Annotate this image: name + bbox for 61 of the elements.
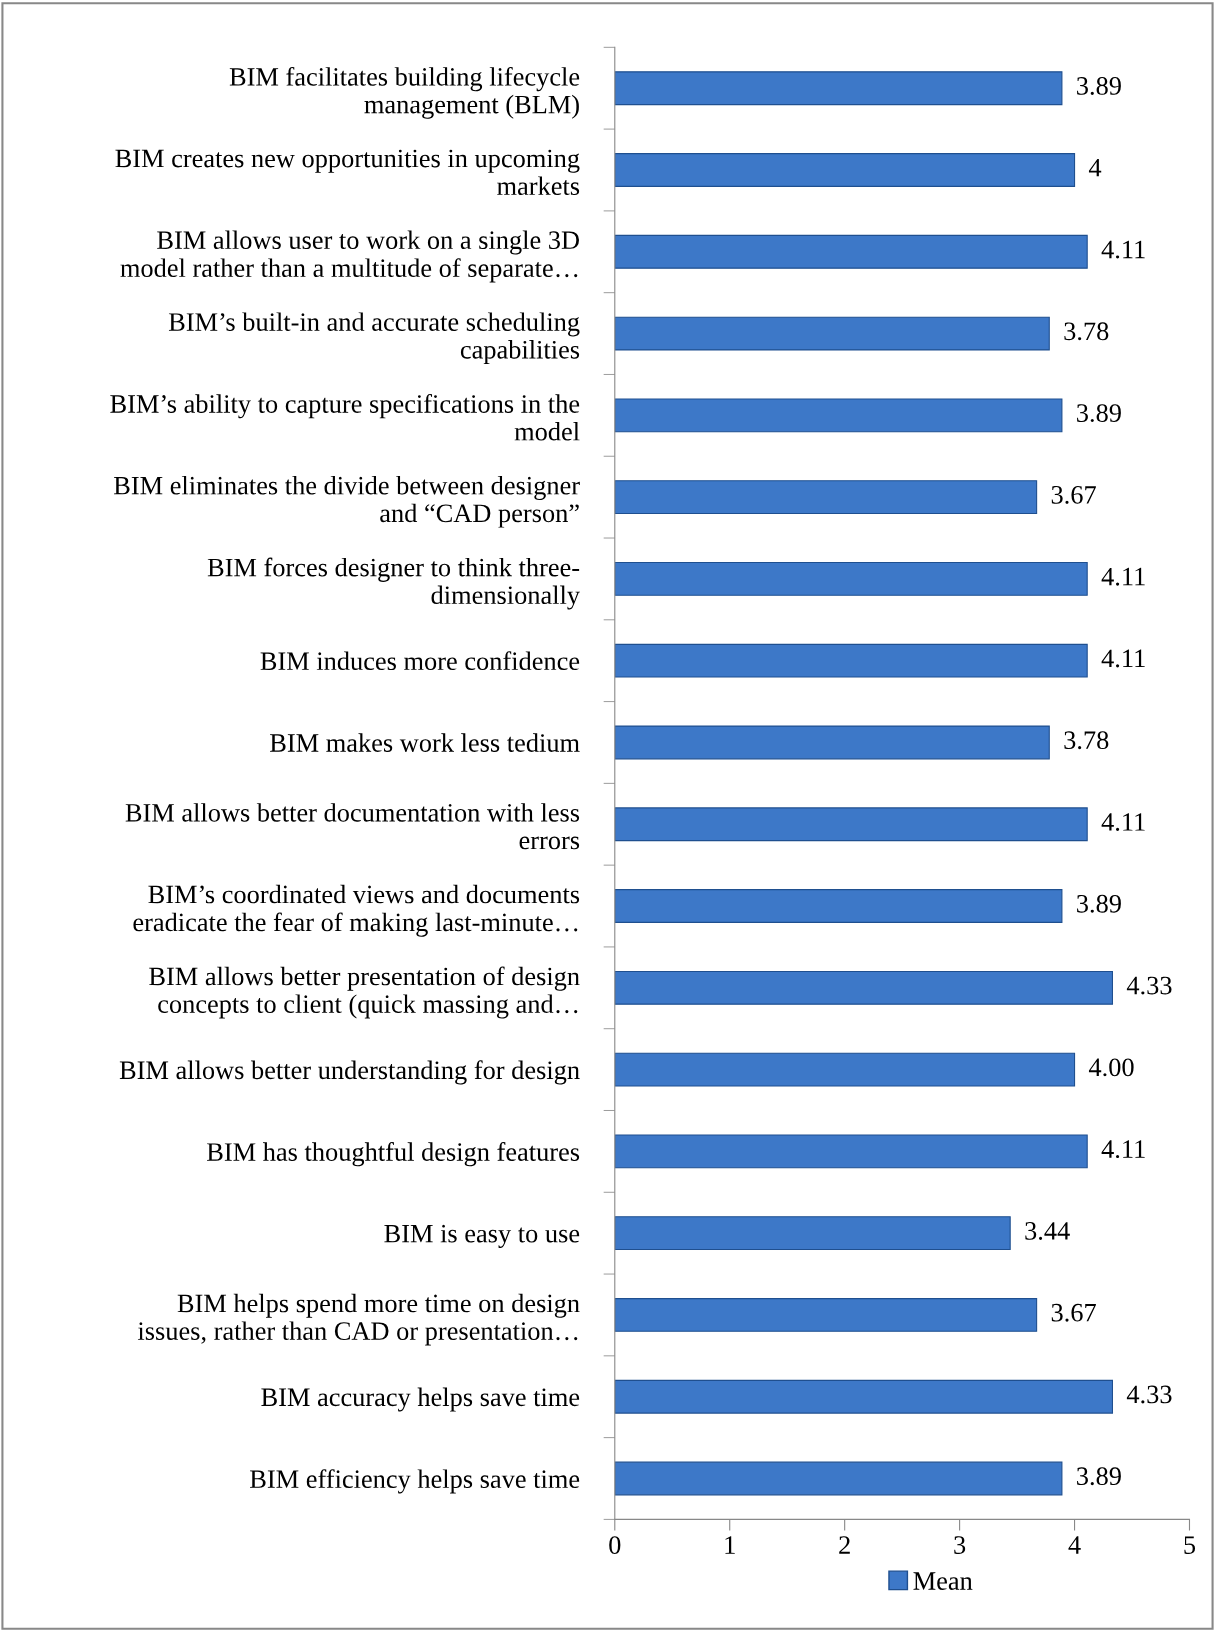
bar (614, 1379, 1114, 1414)
bar (614, 643, 1088, 678)
data-label: 4.11 (1101, 813, 1145, 831)
bar (614, 970, 1114, 1005)
y-tick-label: BIM allows better understanding for design (119, 1060, 580, 1085)
bar (614, 889, 1063, 923)
data-label: 4.33 (1126, 1385, 1172, 1404)
x-tick-label: 3 (954, 1536, 966, 1554)
data-label: 4.11 (1101, 240, 1145, 259)
bar (614, 1298, 1038, 1332)
legend-label: Mean (913, 1572, 973, 1590)
data-label: 3.89 (1077, 1467, 1121, 1486)
bar (614, 480, 1038, 515)
y-tick-label: BIM accuracy helps save time (261, 1387, 580, 1412)
y-tick-label: BIM helps spend more time on design issues, rather than CAD or presentation… (137, 1293, 580, 1346)
y-tick-label: BIM is easy to use (384, 1224, 580, 1248)
data-label: 4.00 (1088, 1058, 1134, 1077)
bar (614, 398, 1063, 433)
data-label: 4.33 (1126, 976, 1172, 995)
data-label: 3.67 (1051, 486, 1096, 504)
data-label: 4.11 (1101, 1140, 1145, 1159)
bar (614, 1461, 1063, 1496)
y-tick-label: BIM’s built-in and accurate scheduling capabilities (168, 312, 580, 364)
bar (614, 561, 1088, 596)
data-label: 3.67 (1051, 1303, 1096, 1322)
bar (614, 153, 1076, 187)
bar (614, 1216, 1011, 1251)
data-label: 3.89 (1077, 894, 1121, 913)
bar (614, 71, 1063, 106)
y-tick-label: BIM makes work less tedium (270, 733, 580, 752)
y-tick-label: BIM allows better documentation with less errors (125, 803, 580, 850)
y-tick-label: BIM induces more confidence (260, 651, 580, 671)
bar (614, 316, 1050, 351)
data-label: 3.89 (1077, 404, 1121, 423)
y-tick-label: BIM’s coordinated views and documents eradicate the fear of making last-minute… (133, 884, 580, 937)
x-tick-label: 0 (609, 1536, 621, 1554)
y-tick-label: BIM’s ability to capture specifications in the model (110, 394, 580, 441)
bar (614, 1134, 1088, 1169)
y-tick-label: BIM has thoughtful design features (207, 1142, 580, 1167)
bar (614, 234, 1088, 269)
data-label: 3.78 (1064, 731, 1109, 750)
y-tick-label: BIM allows user to work on a single 3D model rather than a multitude of separate… (120, 230, 579, 283)
y-tick-label: BIM allows better presentation of design concepts to client (quick massing and… (149, 966, 580, 1019)
y-tick-label: BIM eliminates the divide between designer and “CAD person” (114, 475, 580, 528)
x-tick-label: 4 (1068, 1536, 1081, 1554)
y-tick-label: BIM efficiency helps save time (250, 1469, 580, 1494)
data-label: 4 (1088, 158, 1102, 177)
x-tick-label: 5 (1184, 1536, 1196, 1554)
bar (614, 1052, 1076, 1087)
y-tick-label: BIM creates new opportunities in upcoming markets (115, 149, 580, 196)
x-tick-label: 1 (725, 1536, 735, 1554)
x-tick-label: 2 (839, 1536, 850, 1554)
bar (614, 807, 1088, 842)
y-tick-label: BIM facilitates building lifecycle management (BLM) (229, 66, 580, 119)
data-label: 3.44 (1025, 1222, 1070, 1240)
data-label: 4.11 (1101, 567, 1145, 586)
bar (614, 725, 1050, 760)
data-label: 4.11 (1101, 649, 1145, 668)
data-label: 3.89 (1077, 77, 1121, 95)
data-label: 3.78 (1064, 322, 1109, 341)
y-tick-label: BIM forces designer to think three- dimensionally (207, 557, 580, 610)
